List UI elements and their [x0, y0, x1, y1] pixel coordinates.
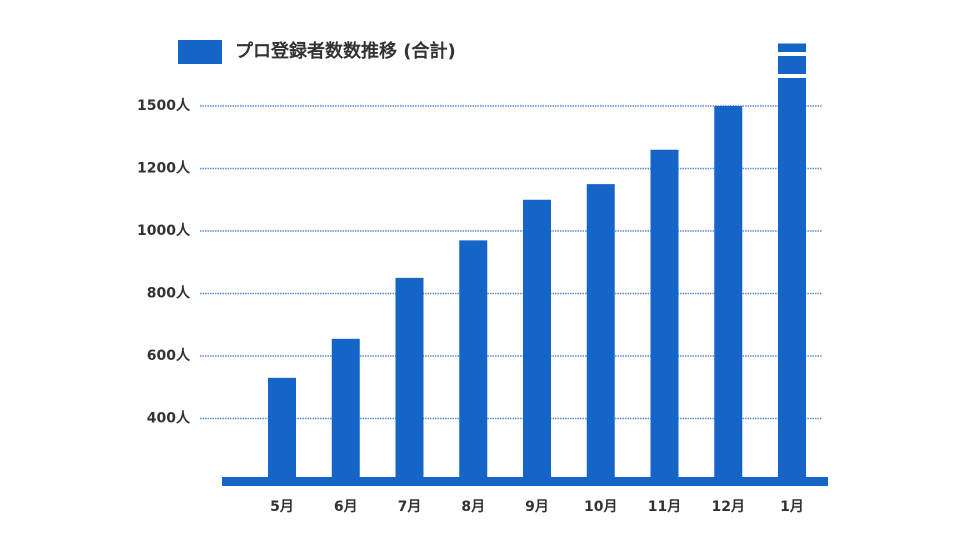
bar — [778, 43, 806, 481]
bar — [586, 184, 615, 481]
x-tick-label: 9月 — [525, 499, 549, 515]
legend-swatch — [178, 40, 222, 64]
x-tick-label: 6月 — [334, 499, 358, 515]
bar — [268, 377, 296, 481]
x-tick-label: 5月 — [270, 499, 294, 515]
axis-break — [776, 52, 808, 56]
bar — [331, 338, 360, 481]
x-tick-label: 10月 — [584, 499, 617, 515]
x-tick-label: 11月 — [648, 499, 681, 515]
x-tick-label: 12月 — [712, 499, 745, 515]
y-tick-label: 1500人 — [137, 97, 191, 114]
y-tick-label: 1200人 — [137, 160, 191, 177]
axis-break — [776, 74, 808, 78]
bar — [395, 277, 424, 481]
x-tick-label: 8月 — [461, 499, 485, 515]
y-tick-label: 600人 — [147, 347, 191, 364]
x-tick-label: 7月 — [398, 499, 422, 515]
x-tick-label: 1月 — [780, 499, 804, 515]
bar — [523, 199, 551, 481]
baseline — [222, 477, 828, 486]
y-tick-label: 400人 — [147, 410, 191, 427]
bar — [714, 106, 743, 481]
y-tick-label: 1000人 — [137, 222, 191, 239]
bar — [650, 149, 679, 481]
legend-label: プロ登録者数数推移 (合計) — [235, 40, 456, 62]
y-tick-label: 800人 — [147, 285, 191, 302]
bar — [459, 240, 488, 481]
